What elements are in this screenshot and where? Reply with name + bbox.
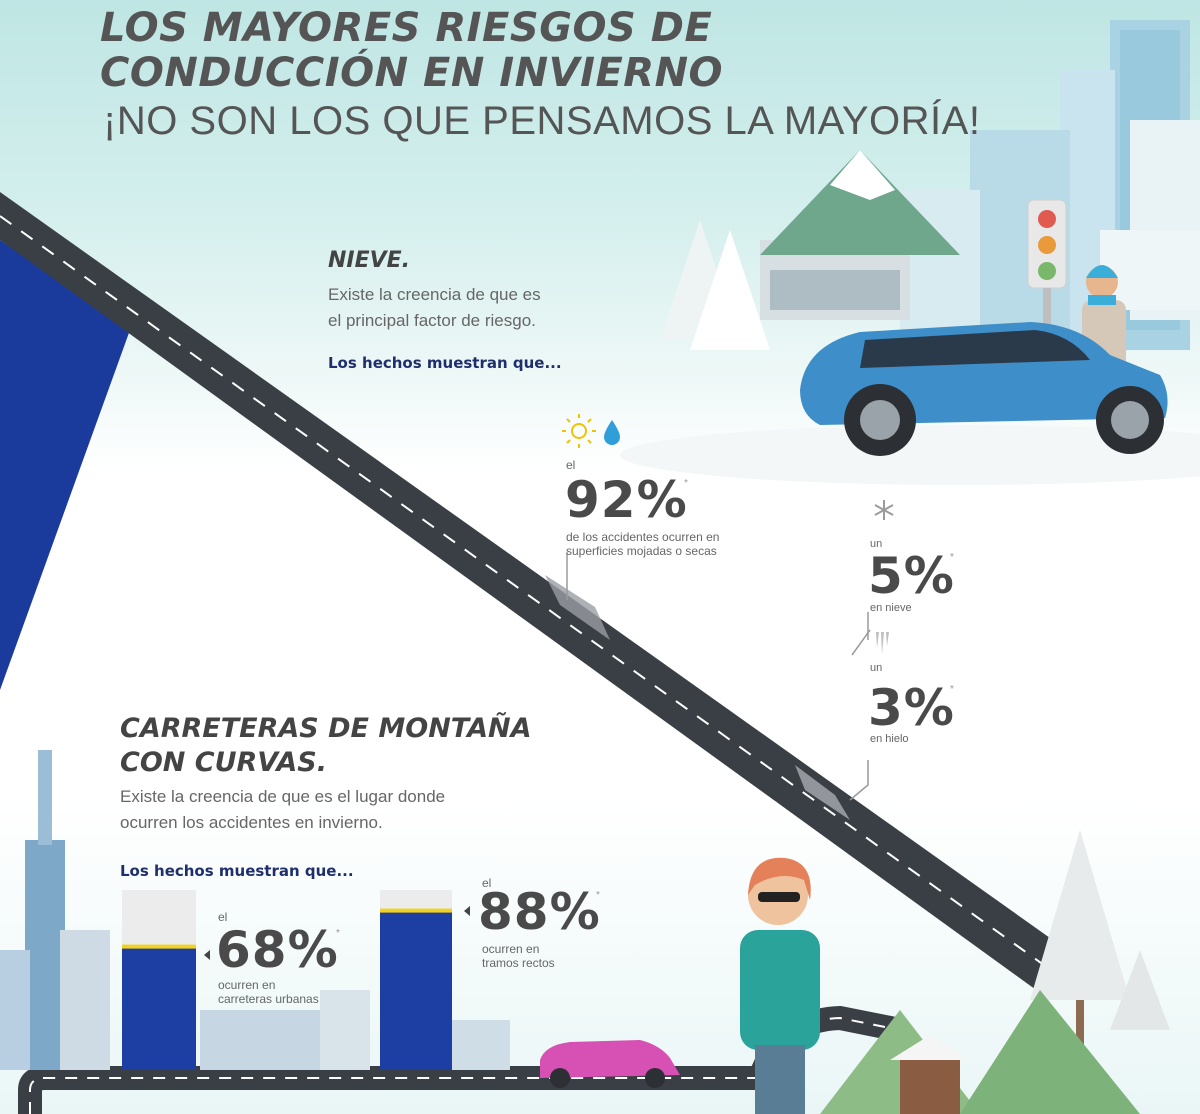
traffic-light <box>1027 199 1067 348</box>
mountain-facts-label: Los hechos muestran que... <box>120 862 354 880</box>
stat-68-description: ocurren en carreteras urbanas <box>218 978 319 1006</box>
city-buildings-top <box>760 20 1200 360</box>
stat-88-description: ocurren en tramos rectos <box>482 942 555 970</box>
stat-88-asterisk: * <box>596 890 600 901</box>
bar-urban-fill <box>122 947 196 1070</box>
page-subtitle: ¡NO SON LOS QUE PENSAMOS LA MAYORÍA! <box>103 99 981 143</box>
mountains-top <box>660 150 960 350</box>
mountain-heading-line-2: CON CURVAS. <box>120 747 327 778</box>
mountain-heading-line-1: CARRETERAS DE MONTAÑA <box>120 713 532 744</box>
stat-5-description: en nieve <box>870 602 912 614</box>
stat-5-prefix: un <box>870 538 883 550</box>
pink-car <box>540 1040 680 1088</box>
connector-lines <box>566 552 871 801</box>
snow-belief-line-2: el principal factor de riesgo. <box>328 311 536 330</box>
stat-68-prefix: el <box>218 910 228 924</box>
stat-3-value: 3% <box>868 679 955 737</box>
stat-92-description: de los accidentes ocurren en superficies… <box>566 530 719 558</box>
stat-88-desc-line-1: ocurren en <box>482 942 540 956</box>
mountain-heading: CARRETERAS DE MONTAÑA CON CURVAS. <box>120 712 532 780</box>
stat-88-prefix: el <box>482 876 492 890</box>
man-figure <box>1082 265 1126 370</box>
bar-straight-fill <box>380 911 452 1070</box>
stat-3-prefix: un <box>870 662 883 674</box>
stat-5-asterisk: * <box>950 552 954 563</box>
stat-3-asterisk: * <box>950 684 954 695</box>
stat-92-desc-line-2: superficies mojadas o secas <box>566 544 717 558</box>
city-buildings-bottom <box>0 750 510 1070</box>
water-drop-icon <box>604 420 620 445</box>
snow-belief: Existe la creencia de que es el principa… <box>328 282 541 334</box>
snowflake-icon <box>874 500 894 520</box>
bar-urban-marker <box>122 944 196 949</box>
trees-bottom-right <box>820 830 1170 1114</box>
woman-figure <box>740 857 820 1114</box>
snow-heading: NIEVE. <box>328 248 411 273</box>
bar-straight <box>380 890 452 1070</box>
bar-urban-pointer <box>204 950 210 960</box>
stat-88-value: 88% <box>478 883 601 941</box>
stat-3-description: en hielo <box>870 733 909 745</box>
title-line-1: LOS MAYORES RIESGOS DE <box>100 5 713 51</box>
icicle-icon <box>876 632 889 654</box>
stat-92-prefix: el <box>566 458 576 472</box>
diagonal-road <box>0 192 1050 1000</box>
bar-straight-marker <box>380 908 452 913</box>
blue-car <box>800 322 1168 456</box>
blue-side-panel <box>0 240 130 690</box>
mountain-belief: Existe la creencia de que es el lugar do… <box>120 784 445 836</box>
stat-68-value: 68% <box>216 921 339 979</box>
stat-68-asterisk: * <box>336 928 340 939</box>
snow-belief-line-1: Existe la creencia de que es <box>328 285 541 304</box>
stat-92-value: 92% <box>565 471 688 529</box>
bar-straight-pointer <box>464 906 470 916</box>
page-title: LOS MAYORES RIESGOS DE CONDUCCIÓN EN INV… <box>100 6 723 96</box>
mountain-belief-line-1: Existe la creencia de que es el lugar do… <box>120 787 446 806</box>
stat-68-desc-line-2: carreteras urbanas <box>218 992 319 1006</box>
mountain-belief-line-2: ocurren los accidentes en invierno. <box>120 813 383 832</box>
bar-urban <box>122 890 196 1070</box>
snow-facts-label: Los hechos muestran que... <box>328 354 562 372</box>
sun-icon <box>562 414 596 448</box>
snow-ground <box>620 425 1200 485</box>
stat-88-desc-line-2: tramos rectos <box>482 956 555 970</box>
stat-92-desc-line-1: de los accidentes ocurren en <box>566 530 720 544</box>
stat-68-desc-line-1: ocurren en <box>218 978 276 992</box>
stat-92-asterisk: * <box>684 478 688 489</box>
title-line-2: CONDUCCIÓN EN INVIERNO <box>100 50 724 96</box>
stat-5-value: 5% <box>868 547 955 605</box>
